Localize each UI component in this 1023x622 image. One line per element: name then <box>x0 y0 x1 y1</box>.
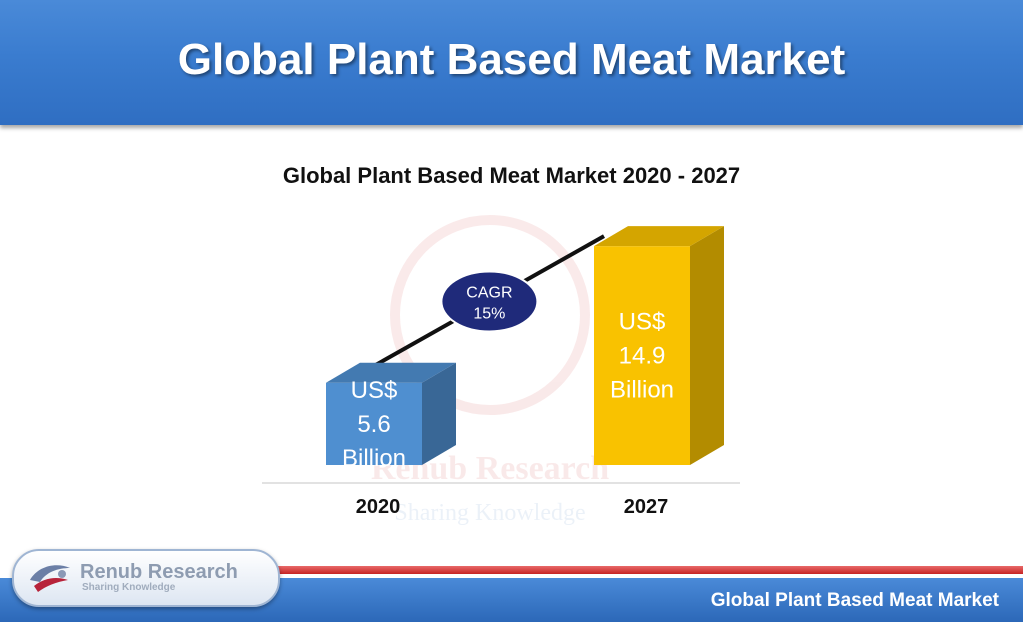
bar-side-2020 <box>422 362 456 465</box>
category-label: 2020 <box>356 496 401 518</box>
chart-title: Global Plant Based Meat Market 2020 - 20… <box>282 163 741 188</box>
renub-research-logo: Renub Research Sharing Knowledge <box>12 549 280 607</box>
cagr-label: CAGR <box>466 284 512 301</box>
bar-top-2020 <box>326 362 456 383</box>
logo-tagline: Sharing Knowledge <box>82 582 176 593</box>
bar-2020 <box>326 382 422 465</box>
logo-icon <box>30 565 70 592</box>
footer-title: Global Plant Based Meat Market <box>710 590 999 611</box>
bar-value-label: Billion <box>342 445 406 472</box>
cagr-value: 15% <box>473 305 505 322</box>
bar-value-label: Billion <box>610 377 674 404</box>
header-bar: Global Plant Based Meat Market <box>0 0 1023 125</box>
bar-2027 <box>594 246 690 465</box>
bar-chart: Renub Research Sharing Knowledge CAGR 15… <box>262 215 740 526</box>
logo-name: Renub Research <box>80 561 238 583</box>
page-title: Global Plant Based Meat Market <box>177 35 846 84</box>
watermark-tagline: Sharing Knowledge <box>394 500 585 526</box>
watermark-circle <box>390 215 590 415</box>
bar-top-2027 <box>594 226 724 247</box>
bar-side-2027 <box>690 226 724 465</box>
cagr-badge <box>440 270 539 333</box>
bar-value-label: US$ <box>619 309 666 336</box>
footer-accent <box>260 566 1023 574</box>
category-label: 2027 <box>624 496 669 518</box>
watermark: Renub Research Sharing Knowledge <box>371 215 609 526</box>
bar-value-label: 5.6 <box>357 411 390 438</box>
bar-value-label: 14.9 <box>619 343 666 370</box>
bar-value-label: US$ <box>351 377 398 404</box>
